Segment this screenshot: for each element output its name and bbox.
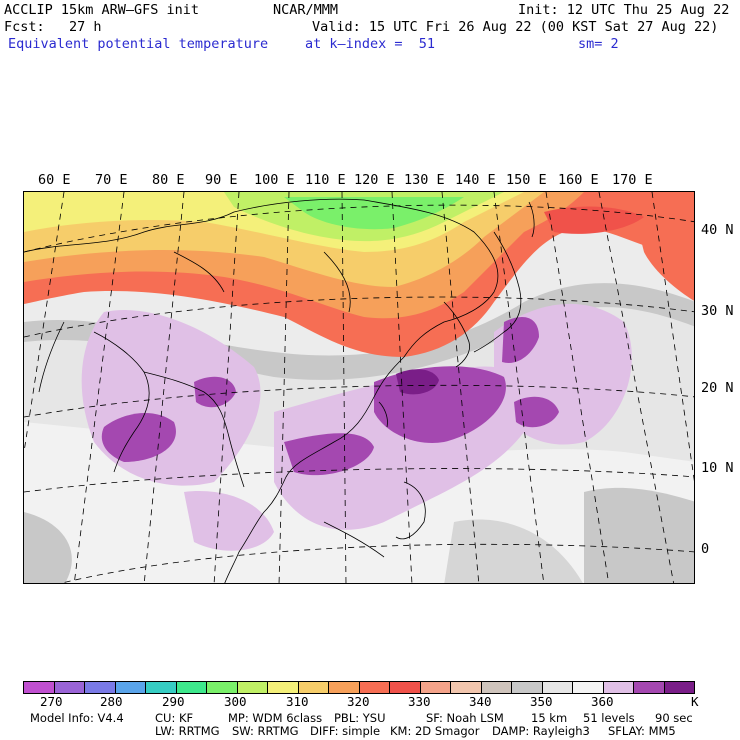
- lon-label: 160 E: [558, 172, 599, 188]
- center-label: NCAR/MMM: [273, 2, 339, 18]
- lat-label: 40 N: [701, 222, 734, 238]
- colorbar-tick: 280: [100, 694, 123, 709]
- model-info: 51 levels: [583, 711, 635, 725]
- colorbar-swatch: [24, 682, 55, 693]
- colorbar-swatch: [176, 682, 207, 693]
- lat-label: 20 N: [701, 380, 734, 396]
- colorbar-tick: 300: [224, 694, 247, 709]
- model-info: 15 km: [531, 711, 568, 725]
- colorbar-swatch: [329, 682, 360, 693]
- colorbar: [23, 681, 695, 694]
- model-info: SW: RRTMG: [232, 724, 299, 738]
- model-info: SF: Noah LSM: [426, 711, 504, 725]
- valid-time: Valid: 15 UTC Fri 26 Aug 22 (00 KST Sat …: [312, 19, 719, 35]
- lat-label: 0: [701, 541, 710, 557]
- colorbar-swatch: [634, 682, 665, 693]
- colorbar-tick: 350: [530, 694, 553, 709]
- colorbar-swatch: [390, 682, 421, 693]
- model-info: DIFF: simple: [310, 724, 381, 738]
- model-info: KM: 2D Smagor: [390, 724, 480, 738]
- model-info: DAMP: Rayleigh3: [492, 724, 590, 738]
- level-label: at k–index = 51: [305, 36, 436, 52]
- forecast-hour: Fcst: 27 h: [4, 19, 102, 35]
- lon-label: 90 E: [205, 172, 238, 188]
- colorbar-swatch: [603, 682, 634, 693]
- colorbar-swatch: [542, 682, 573, 693]
- colorbar-swatch: [573, 682, 604, 693]
- model-info: MP: WDM 6class: [228, 711, 323, 725]
- colorbar-swatch: [298, 682, 329, 693]
- colorbar-swatch: [451, 682, 482, 693]
- colorbar-swatch: [420, 682, 451, 693]
- model-info: PBL: YSU: [334, 711, 386, 725]
- colorbar-tick: 360: [591, 694, 614, 709]
- colorbar-swatch: [512, 682, 543, 693]
- colorbar-tick: 330: [408, 694, 431, 709]
- colorbar-swatch: [481, 682, 512, 693]
- colorbar-swatch: [359, 682, 390, 693]
- model-info: LW: RRTMG: [155, 724, 220, 738]
- model-title: ACCLIP 15km ARW–GFS init: [4, 2, 200, 18]
- lon-label: 170 E: [612, 172, 653, 188]
- lon-label: 100 E: [254, 172, 295, 188]
- lon-label: 140 E: [455, 172, 496, 188]
- model-info: Model Info: V4.4: [30, 711, 124, 725]
- lon-label: 60 E: [38, 172, 71, 188]
- lon-label: 130 E: [404, 172, 445, 188]
- theta-e-map: [23, 191, 695, 584]
- lon-label: 150 E: [506, 172, 547, 188]
- colorbar-swatch: [54, 682, 85, 693]
- smoothing-label: sm= 2: [578, 36, 619, 52]
- colorbar-tick: 320: [347, 694, 370, 709]
- colorbar-tick: 310: [286, 694, 309, 709]
- colorbar-swatch: [237, 682, 268, 693]
- lon-label: 120 E: [354, 172, 395, 188]
- colorbar-swatch: [146, 682, 177, 693]
- colorbar-tick: 290: [162, 694, 185, 709]
- lon-label: 110 E: [305, 172, 346, 188]
- colorbar-tick: 340: [469, 694, 492, 709]
- field-name: Equivalent potential temperature: [8, 36, 269, 52]
- init-time: Init: 12 UTC Thu 25 Aug 22: [518, 2, 730, 18]
- lon-label: 70 E: [95, 172, 128, 188]
- lat-label: 30 N: [701, 303, 734, 319]
- colorbar-swatch: [115, 682, 146, 693]
- lon-label: 80 E: [152, 172, 185, 188]
- colorbar-tick: 270: [40, 694, 63, 709]
- lat-label: 10 N: [701, 460, 734, 476]
- map-canvas: [24, 192, 694, 583]
- model-info: SFLAY: MM5: [608, 724, 676, 738]
- colorbar-swatch: [664, 682, 694, 693]
- colorbar-swatch: [207, 682, 238, 693]
- colorbar-swatch: [85, 682, 116, 693]
- model-info: CU: KF: [155, 711, 194, 725]
- colorbar-swatch: [268, 682, 299, 693]
- model-info: 90 sec: [655, 711, 693, 725]
- colorbar-unit: K: [691, 694, 699, 709]
